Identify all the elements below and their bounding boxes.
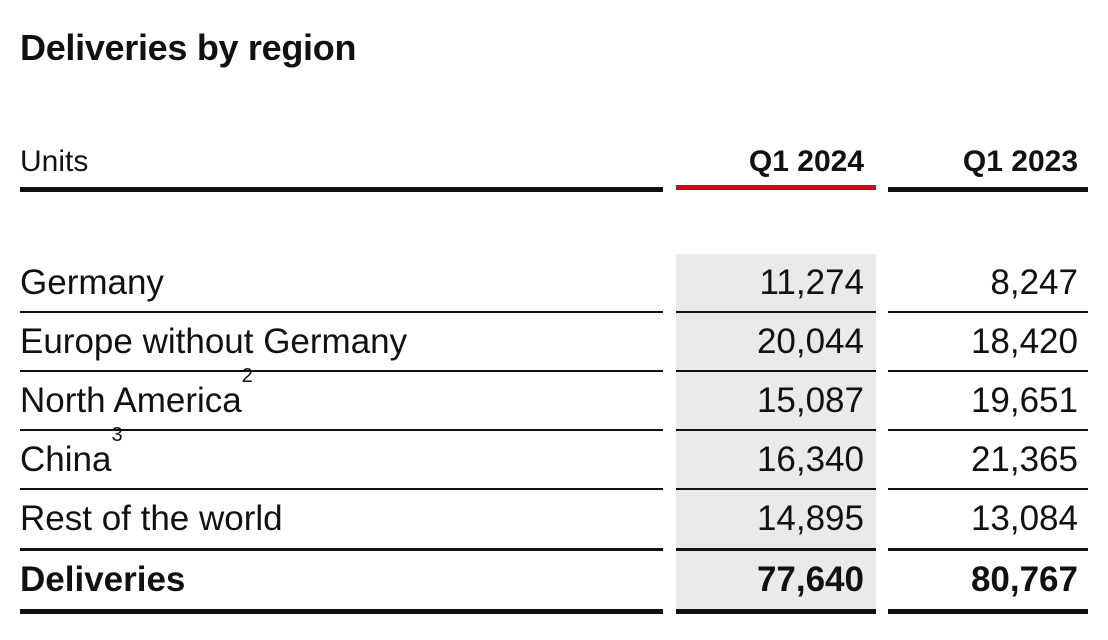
footnote-marker: 2: [241, 365, 253, 387]
header-rule-label: [20, 187, 663, 192]
table-row: Europe without Germany 20,044 18,420: [0, 313, 1108, 371]
row-separator: [676, 370, 876, 372]
value-q1-2023: 18,420: [970, 322, 1078, 361]
row-label: North America2: [20, 365, 253, 420]
total-rule: [20, 609, 663, 614]
table-title: Deliveries by region: [20, 27, 357, 68]
value-q1-2024: 11,274: [759, 263, 864, 302]
value-q1-2023: 19,651: [970, 381, 1078, 420]
value-q1-2024: 14,895: [756, 499, 864, 538]
footnote-marker: 3: [111, 424, 123, 446]
total-label: Deliveries: [20, 560, 186, 599]
table-row: Rest of the world 14,895 13,084: [0, 490, 1108, 548]
row-separator: [20, 311, 663, 313]
row-label: China3: [20, 424, 123, 479]
value-q1-2024: 20,044: [756, 322, 864, 361]
value-q1-2024: 15,087: [756, 381, 864, 420]
total-row: Deliveries 77,640 80,767: [0, 551, 1108, 609]
header-rule-previous: [888, 187, 1088, 192]
subtotal-rule: [676, 548, 876, 551]
subtotal-rule: [20, 548, 663, 551]
row-separator: [676, 488, 876, 490]
row-separator: [676, 311, 876, 313]
row-separator: [676, 429, 876, 431]
table-row: Germany 11,274 8,247: [0, 254, 1108, 312]
column-header-q1-2024: Q1 2024: [748, 145, 864, 178]
table-row: China3 16,340 21,365: [0, 424, 1108, 489]
subtotal-rule: [888, 548, 1088, 551]
row-label: Europe without Germany: [20, 322, 408, 361]
current-period-column-shading: [676, 254, 876, 612]
total-rule: [676, 609, 876, 614]
total-q1-2024: 77,640: [756, 560, 864, 599]
row-separator: [20, 429, 663, 431]
row-separator: [888, 488, 1088, 490]
row-separator: [20, 370, 663, 372]
row-separator: [888, 311, 1088, 313]
value-q1-2023: 13,084: [970, 499, 1078, 538]
value-q1-2024: 16,340: [756, 440, 864, 479]
table-row: North America2 15,087 19,651: [0, 365, 1108, 430]
column-header-q1-2023: Q1 2023: [962, 145, 1078, 178]
value-q1-2023: 8,247: [990, 263, 1078, 302]
row-separator: [888, 429, 1088, 431]
row-label: Germany: [20, 263, 164, 302]
total-rule: [888, 609, 1088, 614]
value-q1-2023: 21,365: [970, 440, 1078, 479]
row-label: Rest of the world: [20, 499, 283, 538]
total-q1-2023: 80,767: [970, 560, 1078, 599]
header-rule-current-accent: [676, 185, 876, 190]
units-header: Units: [20, 145, 89, 178]
row-separator: [20, 488, 663, 490]
row-separator: [888, 370, 1088, 372]
